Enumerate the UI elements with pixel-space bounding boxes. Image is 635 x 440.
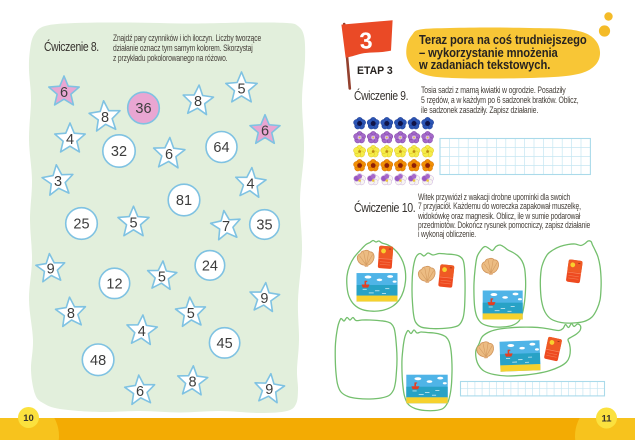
svg-text:5: 5 <box>129 216 137 232</box>
svg-text:4: 4 <box>138 324 146 340</box>
svg-text:32: 32 <box>111 144 127 160</box>
svg-text:9: 9 <box>47 262 55 278</box>
svg-text:6: 6 <box>60 85 68 101</box>
svg-text:9: 9 <box>260 291 268 307</box>
svg-text:6: 6 <box>136 384 144 400</box>
svg-text:81: 81 <box>176 193 192 209</box>
svg-text:4: 4 <box>66 132 74 148</box>
svg-text:8: 8 <box>67 306 75 322</box>
svg-text:8: 8 <box>101 110 109 126</box>
svg-text:24: 24 <box>202 258 218 274</box>
svg-text:36: 36 <box>135 101 151 117</box>
svg-text:5: 5 <box>158 269 166 285</box>
svg-text:64: 64 <box>213 140 229 156</box>
svg-text:10: 10 <box>23 413 34 424</box>
svg-text:5: 5 <box>187 306 195 322</box>
svg-text:4: 4 <box>246 177 254 193</box>
svg-text:8: 8 <box>188 375 196 391</box>
svg-text:35: 35 <box>256 218 272 234</box>
svg-text:6: 6 <box>261 124 269 140</box>
svg-text:5: 5 <box>237 82 245 98</box>
svg-text:48: 48 <box>90 353 106 369</box>
svg-text:25: 25 <box>73 217 89 233</box>
svg-text:3: 3 <box>359 27 374 54</box>
svg-text:8: 8 <box>194 94 202 110</box>
svg-text:45: 45 <box>217 336 233 352</box>
svg-text:3: 3 <box>54 174 62 190</box>
svg-text:9: 9 <box>265 382 273 398</box>
svg-text:7: 7 <box>222 219 230 235</box>
svg-text:11: 11 <box>601 414 612 425</box>
svg-text:12: 12 <box>106 276 122 292</box>
svg-text:6: 6 <box>165 147 173 163</box>
